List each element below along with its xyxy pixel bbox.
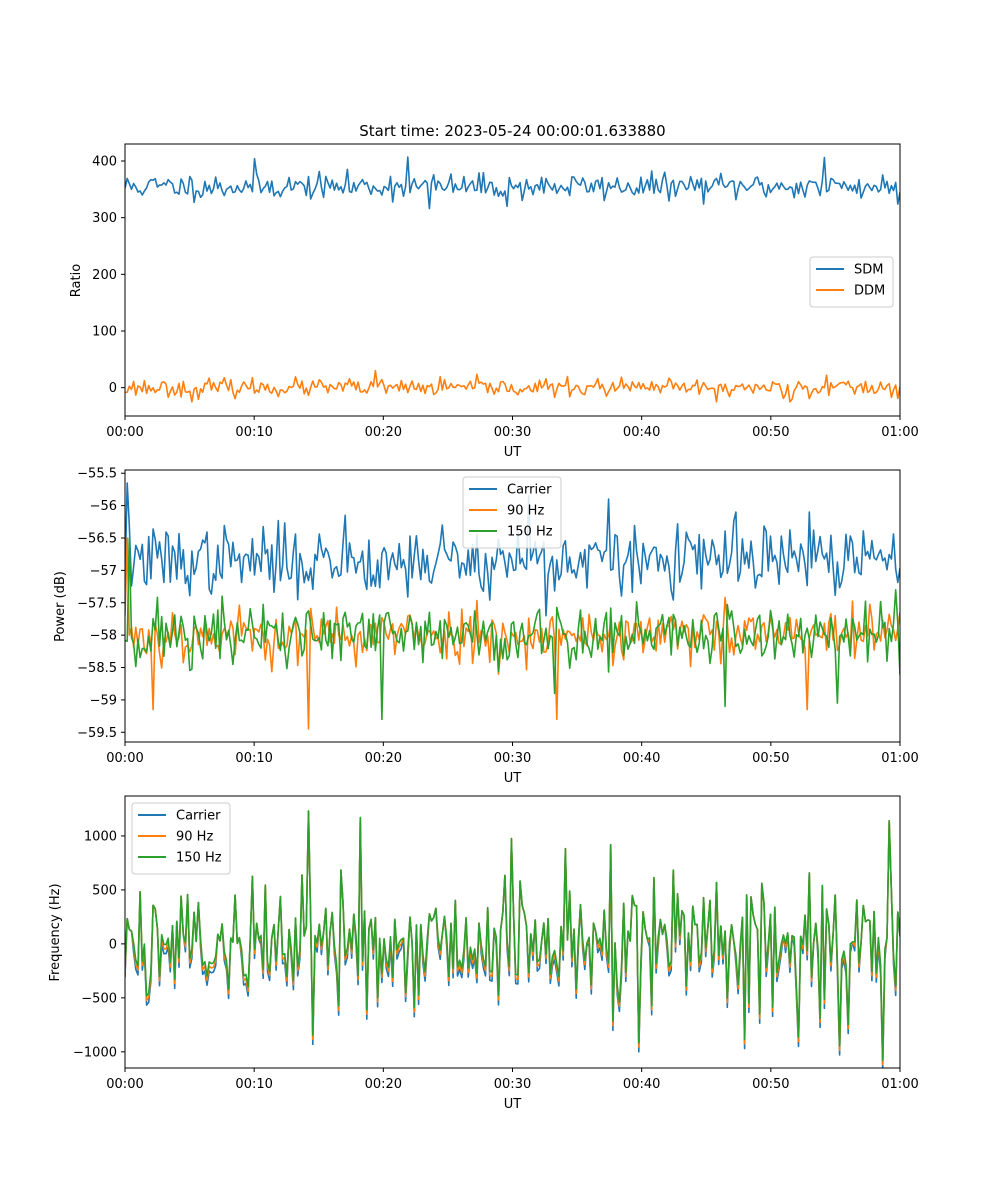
legend: Carrier 90 Hz 150 Hz: [131, 802, 231, 875]
y-tick-label: 100: [92, 325, 117, 340]
series-line-sdm: [125, 156, 900, 210]
ratio-panel-xlabel: UT: [504, 445, 522, 460]
y-tick-label: −58.5: [77, 661, 117, 676]
legend-label: Carrier: [176, 809, 221, 824]
figure-title: Start time: 2023-05-24 00:00:01.633880: [359, 122, 665, 140]
x-tick-label: 01:00: [881, 751, 918, 766]
x-tick-label: 00:30: [494, 1077, 531, 1092]
x-tick-label: 00:00: [106, 425, 143, 440]
x-tick-label: 00:00: [106, 751, 143, 766]
y-tick-label: 200: [92, 268, 117, 283]
x-tick-label: 00:20: [365, 751, 402, 766]
y-tick-label: −56.5: [77, 532, 117, 547]
y-tick-label: 400: [92, 155, 117, 170]
legend-label: 90 Hz: [176, 830, 213, 845]
x-tick-label: 00:40: [623, 751, 660, 766]
y-tick-label: −500: [81, 991, 117, 1006]
y-tick-label: −57.5: [77, 596, 117, 611]
x-tick-label: 00:40: [623, 1077, 660, 1092]
power-panel: UT Power (dB) 00:00 00:10 00:20 00:30 00:40 0…: [53, 467, 919, 786]
y-tick-label: −58: [90, 629, 117, 644]
legend: SDM DDM: [809, 256, 894, 308]
ratio-panel: UT Ratio 00:00 00:10 00:20 00:30 00:40 00:50 0…: [69, 143, 919, 460]
legend-label: Carrier: [507, 483, 552, 498]
x-tick-label: 00:30: [494, 425, 531, 440]
ratio-panel-ylabel: Ratio: [69, 264, 84, 297]
series-group: [125, 810, 900, 1068]
series-line-150-hz: [125, 537, 900, 721]
x-tick-label: 00:50: [752, 425, 789, 440]
x-tick-label: 00:10: [235, 751, 272, 766]
legend-label: 150 Hz: [507, 525, 553, 540]
y-tick-label: −1000: [73, 1045, 117, 1060]
x-tick-label: 00:50: [752, 751, 789, 766]
frequency-panel-xlabel: UT: [504, 1097, 522, 1112]
legend-label: SDM: [854, 263, 883, 278]
series-line-150-hz: [125, 810, 900, 1061]
x-tick-label: 00:20: [365, 1077, 402, 1092]
x-tick-label: 00:10: [235, 1077, 272, 1092]
series-group: [125, 482, 900, 730]
series-line-carrier: [125, 482, 900, 617]
legend-label: 90 Hz: [507, 504, 544, 519]
y-tick-label: −59: [90, 693, 117, 708]
y-tick-label: −57: [90, 564, 117, 579]
y-tick-label: 1000: [84, 829, 117, 844]
series-line-ddm: [125, 369, 900, 403]
x-tick-label: 01:00: [881, 1077, 918, 1092]
x-tick-label: 00:10: [235, 425, 272, 440]
legend: Carrier 90 Hz 150 Hz: [462, 476, 562, 549]
legend-label: DDM: [854, 284, 885, 299]
power-panel-xlabel: UT: [504, 771, 522, 786]
x-tick-label: 00:00: [106, 1077, 143, 1092]
legend-label: 150 Hz: [176, 851, 222, 866]
y-tick-label: 500: [92, 883, 117, 898]
x-tick-label: 00:20: [365, 425, 402, 440]
x-tick-label: 00:40: [623, 425, 660, 440]
frequency-panel-ylabel: Frequency (Hz): [48, 883, 63, 981]
frequency-panel: UT Frequency (Hz) 00:00 00:10 00:20 00:30 00…: [48, 795, 919, 1112]
y-tick-label: 0: [109, 381, 117, 396]
x-tick-label: 01:00: [881, 425, 918, 440]
y-tick-label: 0: [109, 937, 117, 952]
series-group: [125, 156, 900, 403]
x-tick-label: 00:30: [494, 751, 531, 766]
y-tick-label: −56: [90, 499, 117, 514]
y-tick-label: 300: [92, 211, 117, 226]
y-tick-label: −55.5: [77, 467, 117, 482]
x-tick-label: 00:50: [752, 1077, 789, 1092]
power-panel-ylabel: Power (dB): [53, 571, 68, 642]
y-tick-label: −59.5: [77, 726, 117, 741]
